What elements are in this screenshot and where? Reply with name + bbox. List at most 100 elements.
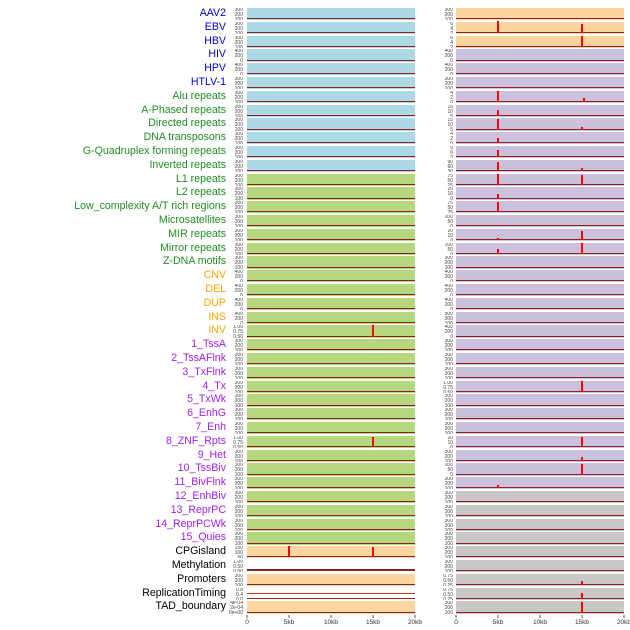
y-tick-label: 200 <box>234 94 243 101</box>
y-tick-label: 0.0 <box>236 596 243 600</box>
track-panel-right <box>456 435 624 449</box>
signal-spike <box>497 173 499 185</box>
y-tick-label: 100 <box>234 265 243 269</box>
signal-baseline <box>456 128 624 130</box>
signal-baseline <box>456 45 624 47</box>
y-tick-label: 100 <box>444 610 453 614</box>
y-tick-label: 0.75 <box>233 329 243 336</box>
y-tick-label: 0.8 <box>236 587 243 593</box>
signal-baseline <box>456 349 624 351</box>
signal-spike <box>497 21 499 34</box>
y-tick-label: 300 <box>234 21 243 27</box>
signal-baseline <box>456 432 624 434</box>
y-tick-label: 200 <box>234 108 243 115</box>
signal-baseline <box>456 32 624 34</box>
row-label-ebv: EBV <box>204 20 226 33</box>
track-panel-right <box>456 187 624 200</box>
signal-baseline <box>456 87 624 89</box>
signal-baseline <box>456 335 624 337</box>
y-tick-label: 200 <box>234 315 243 322</box>
y-tick-label: 300 <box>444 366 453 372</box>
y-tick-label: 200 <box>234 12 243 18</box>
signal-line <box>247 592 415 595</box>
y-tick-label: 300 <box>234 228 243 234</box>
signal-baseline <box>247 404 415 406</box>
track-panel-right <box>456 118 624 131</box>
y-tick-label: 300 <box>444 256 453 262</box>
track-panel-right <box>456 215 624 228</box>
y-tick-label: 200 <box>234 81 243 87</box>
y-tick-label: 100 <box>444 320 453 324</box>
y-tick-label: 200 <box>444 508 453 515</box>
y-tick-label: 4 <box>450 25 453 32</box>
track-panel-right <box>456 297 624 311</box>
signal-baseline <box>456 252 624 254</box>
y-tick-label: 300 <box>444 546 453 552</box>
row-label-11-bivflnk: 11_BivFlnk <box>174 476 226 489</box>
signal-baseline <box>247 45 415 47</box>
signal-baseline <box>456 570 624 572</box>
y-tick-label: 200 <box>444 398 453 405</box>
y-tick-label: 300 <box>444 408 453 414</box>
signal-baseline <box>456 515 624 517</box>
track-panel-right <box>456 21 624 35</box>
y-tick-label: 200 <box>234 412 243 419</box>
y-tick-label: 2 <box>450 94 453 101</box>
signal-spike <box>497 109 499 116</box>
track-panel-left <box>247 366 415 380</box>
y-tick-label: 100 <box>234 224 243 228</box>
track-panel-left <box>247 297 415 311</box>
y-tick-label: 100 <box>234 237 243 242</box>
y-axis-ticks-right: 1.000.750.500.250.00 <box>436 381 455 393</box>
track-panel-right <box>456 159 624 173</box>
y-axis-ticks-left: 400 200 0 <box>228 284 245 296</box>
y-tick-label: 300 <box>444 8 453 13</box>
signal-baseline <box>456 556 624 558</box>
track-panel-left <box>247 435 415 449</box>
row-label-hiv: HIV <box>208 48 226 61</box>
signal-baseline <box>247 487 415 489</box>
track-panel-left <box>247 463 415 476</box>
y-tick-label: 0 <box>450 251 453 255</box>
x-axis-tickmark <box>330 615 332 619</box>
track-panel-left <box>247 532 415 545</box>
track-panel-left <box>247 311 415 324</box>
y-tick-label: 300 <box>444 449 453 455</box>
signal-spike <box>581 175 583 185</box>
x-axis-label: 5kb <box>492 619 504 627</box>
track-panel-left <box>247 353 415 366</box>
track-panel-left <box>247 449 415 462</box>
y-tick-label: 4 <box>450 132 453 138</box>
y-tick-label: 400 <box>444 49 453 55</box>
signal-baseline <box>247 501 415 503</box>
x-axis-tickmark <box>623 615 625 619</box>
y-tick-label: 2e-04 <box>230 605 243 612</box>
x-axis-label: 10kb <box>532 619 548 627</box>
y-axis-ticks-right: 400 200 0 <box>436 325 455 337</box>
y-tick-label: 100 <box>234 500 243 504</box>
y-tick-label: 300 <box>234 394 243 400</box>
y-tick-label: 400 <box>234 311 243 317</box>
y-axis-ticks-right: 100 50 0 <box>436 463 455 475</box>
row-label-mir-repeats: MIR repeats <box>168 227 226 240</box>
signal-baseline <box>247 390 415 392</box>
track-panel-left <box>247 77 415 90</box>
y-tick-label: 4e-04 <box>230 601 243 607</box>
signal-baseline <box>247 528 415 530</box>
y-tick-label: 300 <box>234 118 243 124</box>
signal-baseline <box>247 211 415 213</box>
y-tick-label: 0 <box>450 279 453 283</box>
track-panel-left <box>247 380 415 393</box>
signal-baseline <box>456 611 624 613</box>
signal-baseline <box>456 101 624 103</box>
y-axis-ticks-left: 400 200 0 <box>228 298 245 310</box>
x-axis-label: 10kb <box>323 619 339 627</box>
y-tick-label: 200 <box>234 39 243 46</box>
